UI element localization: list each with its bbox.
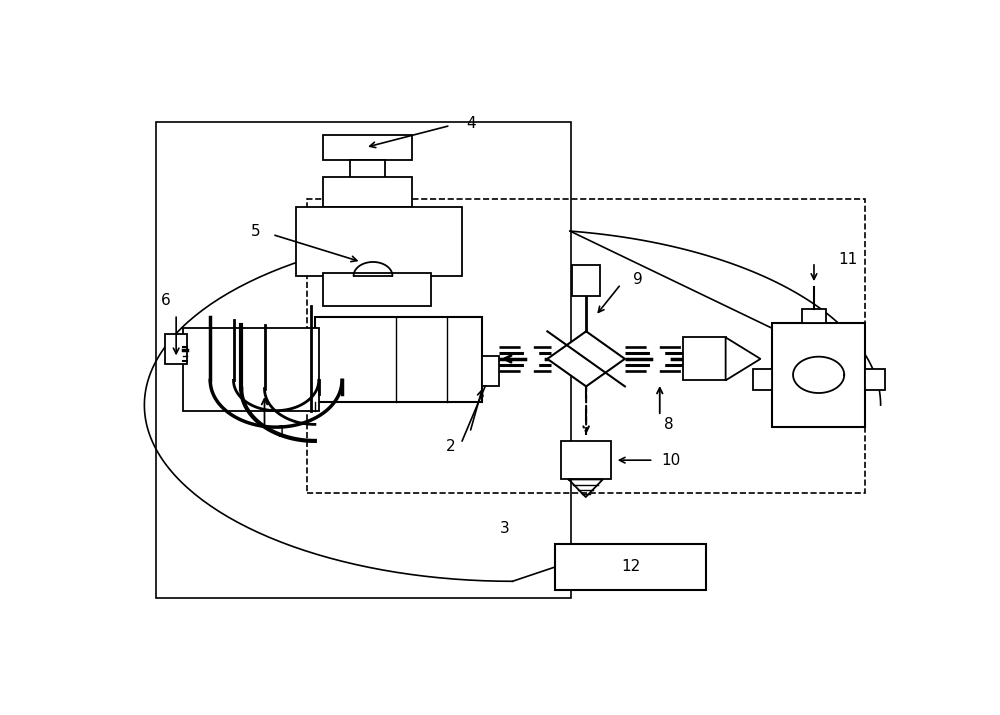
Bar — [315, 317, 482, 403]
Text: 5: 5 — [251, 225, 261, 240]
Bar — [772, 322, 865, 427]
Text: 12: 12 — [621, 559, 640, 574]
Polygon shape — [726, 337, 761, 380]
Bar — [323, 135, 412, 160]
Bar — [307, 199, 865, 493]
Bar — [683, 337, 726, 380]
Text: 11: 11 — [838, 252, 857, 267]
Polygon shape — [547, 331, 625, 386]
Bar — [183, 328, 319, 410]
Text: 9: 9 — [633, 272, 642, 287]
Bar — [482, 355, 499, 386]
Text: 3: 3 — [500, 521, 510, 536]
Bar — [156, 122, 571, 598]
Bar — [323, 273, 431, 306]
Bar — [323, 177, 412, 207]
Bar — [350, 160, 385, 179]
Bar — [802, 309, 826, 322]
Text: 6: 6 — [160, 293, 170, 308]
Text: 1: 1 — [276, 425, 286, 440]
Text: 2: 2 — [446, 439, 455, 454]
Text: 10: 10 — [661, 453, 681, 468]
Bar — [555, 544, 706, 590]
Bar — [165, 333, 187, 364]
Text: 8: 8 — [664, 417, 673, 432]
Bar — [753, 369, 772, 390]
Bar — [296, 207, 462, 276]
Bar — [561, 441, 611, 480]
Text: 4: 4 — [466, 116, 476, 131]
Bar — [865, 369, 885, 390]
Bar — [572, 265, 600, 295]
